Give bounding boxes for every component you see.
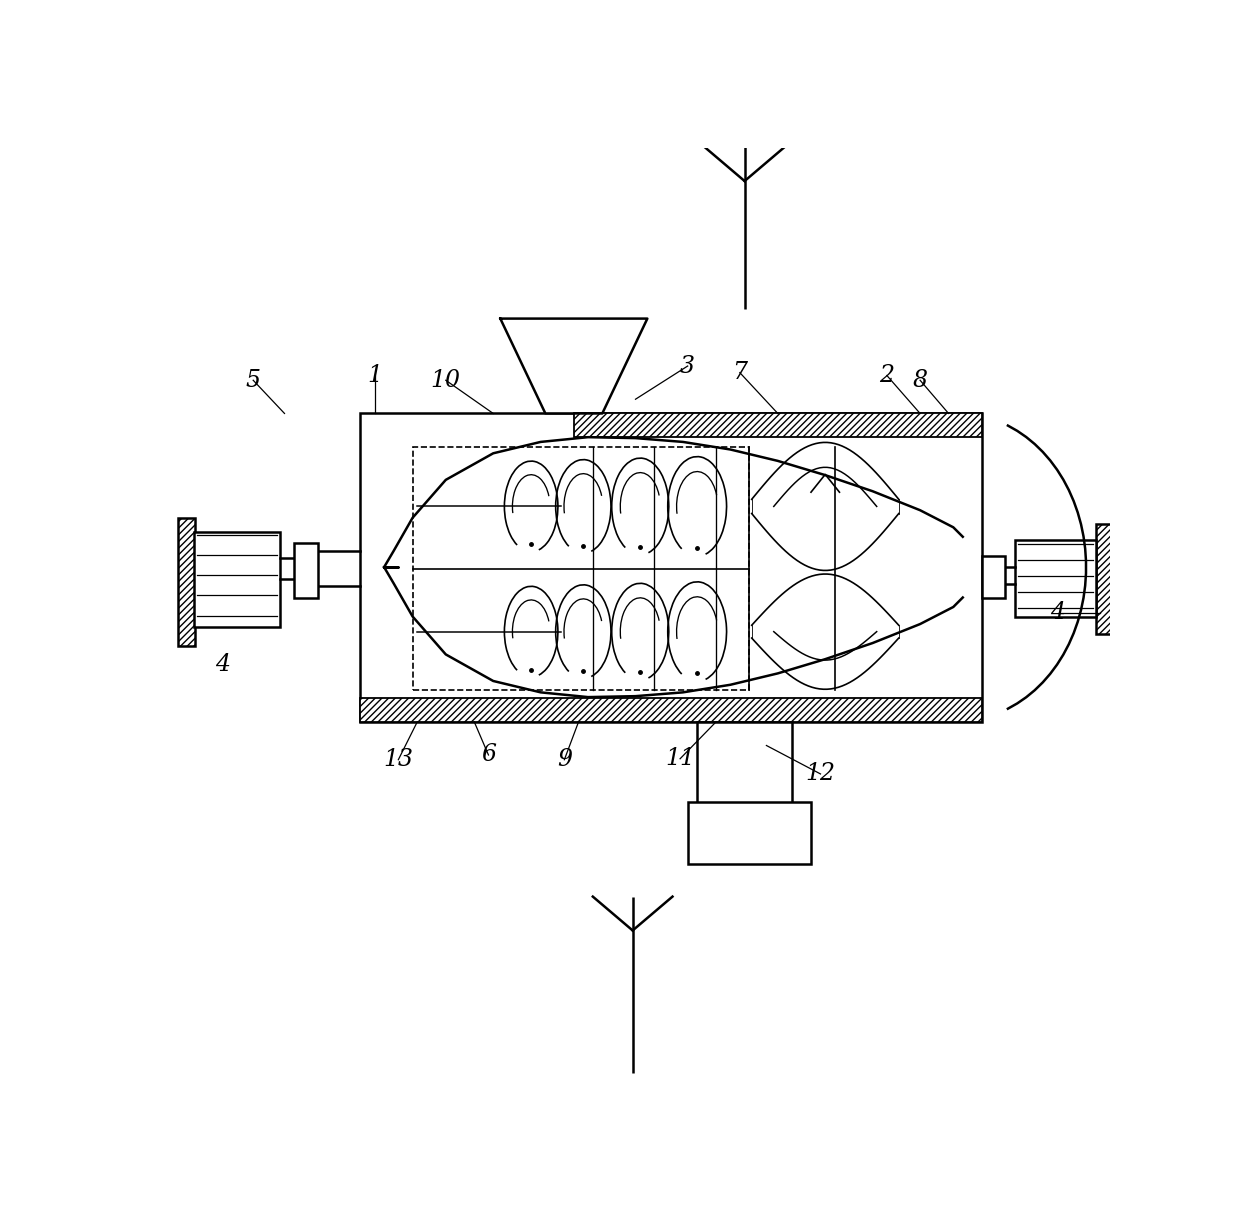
Text: 6: 6: [481, 743, 496, 766]
Polygon shape: [500, 319, 647, 414]
Text: 9: 9: [557, 748, 572, 771]
Bar: [179, 517, 196, 646]
Bar: [697, 722, 792, 830]
Text: 5: 5: [246, 368, 260, 392]
Text: 1: 1: [367, 363, 382, 387]
Bar: [982, 556, 1006, 599]
Bar: [1096, 525, 1112, 633]
Bar: [413, 447, 749, 690]
Text: 2: 2: [879, 363, 894, 387]
Text: 3: 3: [681, 355, 696, 377]
Bar: [1016, 540, 1096, 617]
Text: 12: 12: [806, 763, 836, 786]
Text: 13: 13: [383, 748, 413, 771]
Bar: [574, 414, 982, 437]
Text: 8: 8: [913, 368, 928, 392]
Text: 4: 4: [216, 653, 231, 676]
Bar: [361, 699, 982, 722]
Text: 11: 11: [665, 748, 696, 770]
Text: 4: 4: [1050, 601, 1065, 625]
Bar: [195, 532, 280, 627]
Bar: [294, 543, 317, 599]
Bar: [688, 802, 811, 864]
Bar: [361, 414, 982, 722]
Text: 7: 7: [733, 361, 748, 384]
Text: 10: 10: [430, 368, 461, 392]
